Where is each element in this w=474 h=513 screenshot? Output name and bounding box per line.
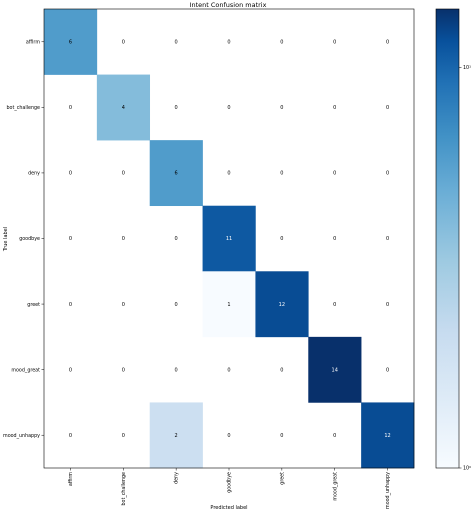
cell-value-label: 0 <box>227 171 230 177</box>
x-tick-label: affirm <box>68 472 74 486</box>
y-tick-label: deny <box>28 171 40 177</box>
cell-value-label: 0 <box>386 302 389 308</box>
cell-value-label: 0 <box>69 367 72 373</box>
cell-value-label: 0 <box>280 433 283 439</box>
colorbar <box>435 8 460 469</box>
x-tick-label: deny <box>174 472 180 484</box>
cell-value-label: 0 <box>333 105 336 111</box>
cell-value-label: 0 <box>386 39 389 45</box>
cell-value-label: 0 <box>280 105 283 111</box>
cell-value-label: 0 <box>333 433 336 439</box>
cell-value-label: 0 <box>122 39 125 45</box>
cell-value-label: 0 <box>333 236 336 242</box>
heatmap-cell <box>361 402 415 469</box>
cell-value-label: 0 <box>227 433 230 439</box>
cell-value-label: 0 <box>227 367 230 373</box>
y-tick-label: affirm <box>26 39 40 45</box>
heatmap-cell <box>44 9 98 75</box>
y-tick-label: mood_unhappy <box>3 433 40 439</box>
cell-value-label: 0 <box>122 302 125 308</box>
heatmap-cell <box>149 402 203 469</box>
cell-value-label: 0 <box>386 105 389 111</box>
cell-value-label: 0 <box>175 302 178 308</box>
cell-value-label: 0 <box>69 302 72 308</box>
heatmap-cell <box>202 271 256 338</box>
x-axis-label: Predicted label <box>210 505 247 511</box>
cell-value-label: 0 <box>69 433 72 439</box>
x-tick-label: greet <box>279 472 285 485</box>
x-tick-label: bot_challenge <box>121 472 127 506</box>
cell-value-label: 0 <box>227 39 230 45</box>
cell-value-label: 0 <box>280 171 283 177</box>
cell-value-label: 0 <box>227 105 230 111</box>
cell-value-label: 0 <box>175 39 178 45</box>
cell-value-label: 0 <box>122 433 125 439</box>
cell-value-label: 0 <box>386 236 389 242</box>
cell-value-label: 0 <box>69 171 72 177</box>
cell-value-label: 14 <box>332 367 338 373</box>
colorbar-tick-label: 10⁰ <box>463 466 471 472</box>
y-axis-label: True label <box>3 227 9 252</box>
cell-value-label: 0 <box>175 236 178 242</box>
cell-value-label: 12 <box>279 302 285 308</box>
heatmap-cell <box>96 74 151 141</box>
cell-value-label: 1 <box>227 302 230 308</box>
x-axis-ticks: affirm bot_challenge deny goodbye greet mood_… <box>68 468 391 509</box>
cell-value-label: 6 <box>69 39 72 45</box>
y-tick-label: bot_challenge <box>6 105 40 111</box>
cell-value-label: 0 <box>122 236 125 242</box>
cell-value-label: 0 <box>175 105 178 111</box>
cell-value-label: 0 <box>333 39 336 45</box>
cell-value-label: 0 <box>69 236 72 242</box>
heatmap-cells <box>44 9 415 469</box>
cell-value-label: 11 <box>226 236 232 242</box>
cell-value-label: 0 <box>280 236 283 242</box>
heatmap-cell <box>308 336 362 403</box>
cell-value-label: 0 <box>333 171 336 177</box>
cell-value-label: 0 <box>386 171 389 177</box>
cell-value-label: 0 <box>333 302 336 308</box>
y-tick-label: goodbye <box>19 236 40 242</box>
chart-title: Intent Confusion matrix <box>190 1 267 9</box>
colorbar-tick-label: 10¹ <box>463 65 471 71</box>
cell-value-label: 6 <box>175 171 178 177</box>
heatmap-cell <box>202 205 256 272</box>
colorbar-ticks: 10⁰ 10¹ <box>459 65 471 472</box>
cell-value-label: 0 <box>386 367 389 373</box>
x-tick-label: mood_unhappy <box>385 472 391 509</box>
x-tick-label: goodbye <box>227 472 233 493</box>
y-tick-label: greet <box>27 302 40 308</box>
cell-value-label: 0 <box>175 367 178 373</box>
y-tick-label: mood_great <box>11 367 40 373</box>
heatmap-cell <box>149 140 203 207</box>
cell-value-label: 0 <box>280 367 283 373</box>
cell-value-label: 4 <box>122 105 125 111</box>
cell-value-label: 12 <box>384 433 390 439</box>
cell-value-label: 0 <box>69 105 72 111</box>
cell-value-label: 0 <box>122 367 125 373</box>
cell-value-label: 2 <box>175 433 178 439</box>
x-tick-label: mood_great <box>332 472 338 501</box>
cell-value-label: 0 <box>280 39 283 45</box>
heatmap-cell-labels: 6 0 0 0 0 0 0 0 4 0 0 0 0 0 0 0 6 0 0 0 0 0 0 0 11 0 0 0 0 0 0 1 12 0 0 0 0 0… <box>69 39 391 438</box>
heatmap-cell <box>255 271 309 338</box>
cell-value-label: 0 <box>122 171 125 177</box>
